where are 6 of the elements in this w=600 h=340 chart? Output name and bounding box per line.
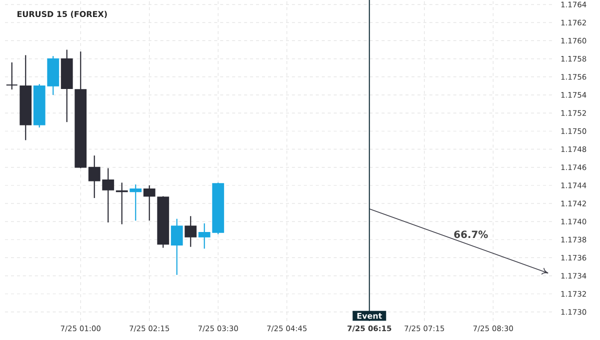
candlestick <box>170 218 183 276</box>
annotation: 66.7% <box>454 230 488 238</box>
candlestick <box>6 62 18 90</box>
candlestick <box>143 184 156 222</box>
candlestick <box>184 216 197 248</box>
candlestick <box>130 184 142 222</box>
